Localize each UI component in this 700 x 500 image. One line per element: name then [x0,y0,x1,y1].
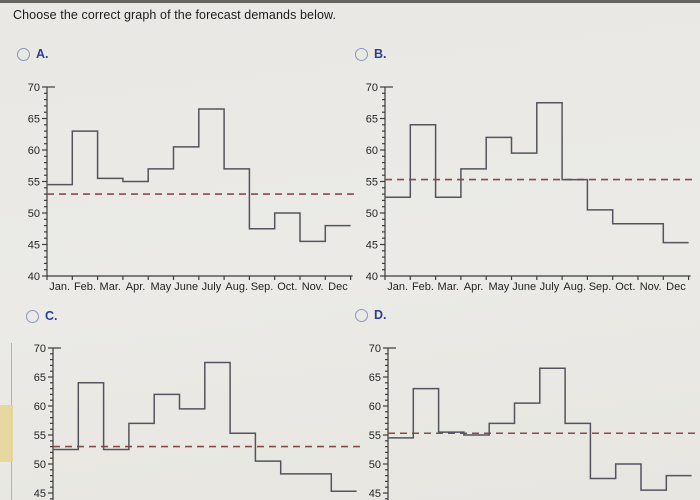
chart-a: 70 65 60 55 50 45 40 Jan. Feb. Mar. Apr. May June Jul… [28,83,355,293]
svg-text:50: 50 [369,459,381,471]
svg-text:65: 65 [28,114,40,126]
svg-text:55: 55 [34,430,46,442]
svg-text:Aug.: Aug. [225,281,248,293]
svg-text:Dec: Dec [666,281,686,293]
demand-step-series [47,108,351,243]
svg-text:May: May [150,281,171,293]
question-title: Choose the correct graph of the forecast… [13,8,337,22]
option-a-label: A. [36,47,49,61]
radio-option-d[interactable] [355,308,368,322]
option-b-label: B. [374,47,387,61]
svg-text:55: 55 [366,177,378,189]
svg-text:60: 60 [28,145,40,157]
svg-text:May: May [488,281,509,293]
svg-text:Apr.: Apr. [464,281,484,293]
svg-text:June: June [512,281,536,293]
svg-text:July: July [540,281,560,293]
svg-text:July: July [202,281,222,293]
svg-text:Sep.: Sep. [589,281,612,293]
option-b[interactable]: B. [355,47,387,61]
svg-text:Mar.: Mar. [100,281,121,293]
svg-text:45: 45 [366,240,378,252]
svg-text:45: 45 [34,488,46,500]
svg-text:70: 70 [369,344,381,355]
svg-text:50: 50 [34,459,46,471]
x-tick-labels: Jan. Feb. Mar. Apr. May June July Aug. Sep. Oct. N… [387,281,686,293]
axes [383,347,396,500]
svg-text:40: 40 [366,271,378,283]
axes [42,86,353,280]
option-c-label: C. [45,309,58,323]
svg-text:Nov.: Nov. [302,281,324,293]
chart-c: 70656055504540Jan.Feb.Mar.Apr.MayJuneJul… [34,344,361,500]
svg-text:Mar.: Mar. [438,281,459,293]
radio-option-a[interactable] [17,47,30,61]
option-c[interactable]: C. [26,309,58,323]
svg-text:50: 50 [28,208,40,220]
svg-text:65: 65 [369,372,381,384]
demand-step-series [388,367,692,491]
svg-text:Feb.: Feb. [412,281,434,293]
svg-text:Jan.: Jan. [387,281,408,293]
svg-text:65: 65 [34,372,46,384]
axes [380,86,691,280]
radio-option-b[interactable] [355,47,368,61]
chart-b: 70 65 60 55 50 45 40 Jan. Feb. Mar. Apr. May June Jul… [366,83,693,293]
option-d-label: D. [374,308,387,322]
svg-text:60: 60 [366,145,378,157]
radio-option-c[interactable] [26,309,39,323]
svg-text:Oct.: Oct. [277,281,297,293]
svg-text:65: 65 [366,114,378,126]
demand-step-series [385,102,689,244]
option-a[interactable]: A. [17,47,49,61]
svg-text:Dec: Dec [328,281,348,293]
svg-text:Nov.: Nov. [640,281,662,293]
svg-text:70: 70 [34,344,46,355]
axes [48,347,61,500]
y-tick-labels: 70 65 60 55 50 45 40 [28,83,40,283]
left-yellow-strip [0,405,13,462]
demand-step-series [53,361,357,493]
chart-d: 70656055504540Jan.Feb.Mar.Apr.MayJuneJul… [369,344,696,500]
svg-text:70: 70 [28,83,40,94]
svg-text:Oct.: Oct. [615,281,635,293]
photo-top-edge [0,0,700,3]
svg-text:June: June [174,281,198,293]
svg-text:Sep.: Sep. [251,281,274,293]
svg-text:40: 40 [28,271,40,283]
svg-text:45: 45 [28,240,40,252]
svg-text:Feb.: Feb. [74,281,96,293]
svg-text:55: 55 [369,430,381,442]
svg-text:Aug.: Aug. [563,281,586,293]
svg-text:45: 45 [369,488,381,500]
svg-text:Jan.: Jan. [49,281,70,293]
svg-text:Apr.: Apr. [126,281,146,293]
svg-text:60: 60 [34,401,46,413]
svg-text:50: 50 [366,208,378,220]
y-tick-labels: 70 65 60 55 50 45 40 [366,83,378,283]
svg-text:70: 70 [366,83,378,94]
x-tick-labels: Jan. Feb. Mar. Apr. May June July Aug. Sep. Oct. N… [49,281,348,293]
svg-text:60: 60 [369,401,381,413]
svg-text:55: 55 [28,177,40,189]
option-d[interactable]: D. [355,308,387,322]
